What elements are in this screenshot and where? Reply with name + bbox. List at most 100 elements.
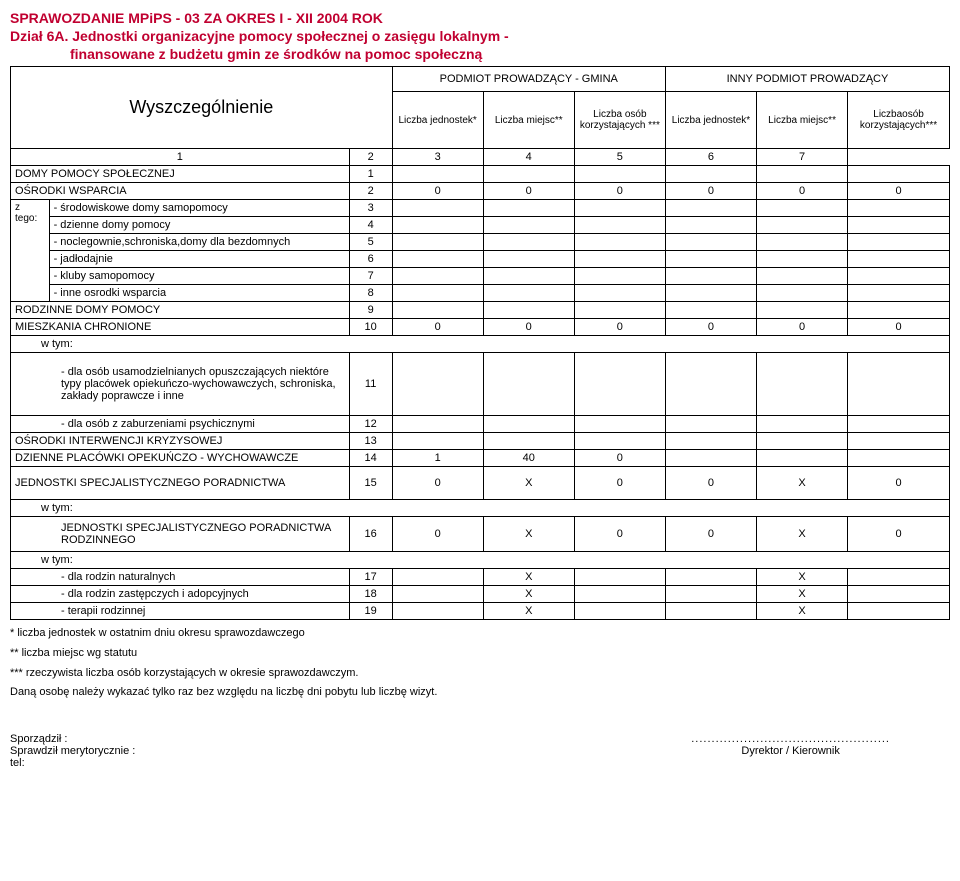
signature-left: Sporządził : Sprawdził merytorycznie : t… xyxy=(10,733,135,769)
cell: 0 xyxy=(665,467,756,500)
cell: 1 xyxy=(392,450,483,467)
colnum-1: 1 xyxy=(11,149,350,166)
cell: 0 xyxy=(574,467,665,500)
group2-header: INNY PODMIOT PROWADZĄCY xyxy=(665,67,949,92)
row-label: - dla osób usamodzielnianych opuszczając… xyxy=(11,353,350,416)
row-label: RODZINNE DOMY POMOCY xyxy=(11,302,350,319)
cell: X xyxy=(483,603,574,620)
row-num: 15 xyxy=(349,467,392,500)
cell: X xyxy=(757,586,848,603)
row-num: 5 xyxy=(349,234,392,251)
colnum-6: 6 xyxy=(665,149,756,166)
wtym-label: w tym: xyxy=(11,336,950,353)
cell: 0 xyxy=(757,319,848,336)
signature-block: Sporządził : Sprawdził merytorycznie : t… xyxy=(10,733,950,769)
table-row: w tym: xyxy=(11,500,950,517)
cell: X xyxy=(483,569,574,586)
row-label: DOMY POMOCY SPOŁECZNEJ xyxy=(11,166,350,183)
table-row: - dla osób z zaburzeniami psychicznymi 1… xyxy=(11,416,950,433)
row-label: - noclegownie,schroniska,domy dla bezdom… xyxy=(49,234,349,251)
table-row: - kluby samopomocy 7 xyxy=(11,268,950,285)
col-miejsc2: Liczba miejsc** xyxy=(757,92,848,149)
row-label: - terapii rodzinnej xyxy=(11,603,350,620)
table-row: - dzienne domy pomocy 4 xyxy=(11,217,950,234)
table-row: w tym: xyxy=(11,336,950,353)
footer-notes: * liczba jednostek w ostatnim dniu okres… xyxy=(10,624,950,703)
table-row: DOMY POMOCY SPOŁECZNEJ 1 xyxy=(11,166,950,183)
ztego-label: z tego: xyxy=(11,200,50,302)
section-heading-line1: Dział 6A. Jednostki organizacyjne pomocy… xyxy=(10,28,950,44)
table-row: JEDNOSTKI SPECJALISTYCZNEGO PORADNICTWA … xyxy=(11,517,950,552)
cell: 0 xyxy=(574,183,665,200)
cell: X xyxy=(757,603,848,620)
row-label: MIESZKANIA CHRONIONE xyxy=(11,319,350,336)
cell: 40 xyxy=(483,450,574,467)
cell: X xyxy=(483,586,574,603)
wtym-label: w tym: xyxy=(11,500,950,517)
director-label: Dyrektor / Kierownik xyxy=(691,745,890,757)
wtym-label: w tym: xyxy=(11,552,950,569)
row-label: - kluby samopomocy xyxy=(49,268,349,285)
signature-right: ........................................… xyxy=(691,733,890,769)
row-num: 6 xyxy=(349,251,392,268)
colnum-7: 7 xyxy=(757,149,848,166)
table-row: - terapii rodzinnej 19 X X xyxy=(11,603,950,620)
cell: 0 xyxy=(392,517,483,552)
footnote-2: ** liczba miejsc wg statutu xyxy=(10,644,950,664)
row-num: 9 xyxy=(349,302,392,319)
tel-label: tel: xyxy=(10,757,135,769)
sprawdzil-label: Sprawdził merytorycznie : xyxy=(10,745,135,757)
row-num: 7 xyxy=(349,268,392,285)
group1-header: PODMIOT PROWADZĄCY - GMINA xyxy=(392,67,665,92)
row-label: - dla rodzin naturalnych xyxy=(11,569,350,586)
cell: 0 xyxy=(574,517,665,552)
row-num: 19 xyxy=(349,603,392,620)
cell: X xyxy=(483,467,574,500)
table-row: DZIENNE PLACÓWKI OPEKUŃCZO - WYCHOWAWCZE… xyxy=(11,450,950,467)
cell: 0 xyxy=(392,183,483,200)
row-label: - dla rodzin zastępczych i adopcyjnych xyxy=(11,586,350,603)
row-num: 8 xyxy=(349,285,392,302)
table-row: OŚRODKI INTERWENCJI KRYZYSOWEJ 13 xyxy=(11,433,950,450)
row-label: DZIENNE PLACÓWKI OPEKUŃCZO - WYCHOWAWCZE xyxy=(11,450,350,467)
col-jednostek2: Liczba jednostek* xyxy=(665,92,756,149)
table-row: - dla osób usamodzielnianych opuszczając… xyxy=(11,353,950,416)
cell: X xyxy=(757,467,848,500)
row-label: OŚRODKI WSPARCIA xyxy=(11,183,350,200)
table-row: - noclegownie,schroniska,domy dla bezdom… xyxy=(11,234,950,251)
col-jednostek1: Liczba jednostek* xyxy=(392,92,483,149)
row-num: 3 xyxy=(349,200,392,217)
table-row: z tego: - środowiskowe domy samopomocy 3 xyxy=(11,200,950,217)
cell: 0 xyxy=(483,183,574,200)
table-row: RODZINNE DOMY POMOCY 9 xyxy=(11,302,950,319)
spec-header: Wyszczególnienie xyxy=(11,67,393,149)
row-num: 14 xyxy=(349,450,392,467)
row-label: JEDNOSTKI SPECJALISTYCZNEGO PORADNICTWA xyxy=(11,467,350,500)
row-num: 18 xyxy=(349,586,392,603)
cell: X xyxy=(483,517,574,552)
cell: 0 xyxy=(665,319,756,336)
data-table: Wyszczególnienie PODMIOT PROWADZĄCY - GM… xyxy=(10,66,950,620)
footnote-1: * liczba jednostek w ostatnim dniu okres… xyxy=(10,624,950,644)
table-row: - inne osrodki wsparcia 8 xyxy=(11,285,950,302)
col-osob1: Liczba osób korzystających *** xyxy=(574,92,665,149)
row-num: 11 xyxy=(349,353,392,416)
section-heading-line2: finansowane z budżetu gmin ze środków na… xyxy=(70,46,950,62)
colnum-4: 4 xyxy=(483,149,574,166)
cell: 0 xyxy=(392,467,483,500)
cell: 0 xyxy=(665,183,756,200)
cell: X xyxy=(757,569,848,586)
row-num: 13 xyxy=(349,433,392,450)
row-label: - inne osrodki wsparcia xyxy=(49,285,349,302)
row-label: - dzienne domy pomocy xyxy=(49,217,349,234)
row-label: - dla osób z zaburzeniami psychicznymi xyxy=(11,416,350,433)
signature-line: ........................................… xyxy=(691,733,890,745)
col-miejsc1: Liczba miejsc** xyxy=(483,92,574,149)
cell: X xyxy=(757,517,848,552)
cell: 0 xyxy=(848,467,950,500)
row-label: - jadłodajnie xyxy=(49,251,349,268)
cell: 0 xyxy=(574,450,665,467)
colnum-2: 2 xyxy=(349,149,392,166)
cell: 0 xyxy=(574,319,665,336)
table-row: OŚRODKI WSPARCIA 2 0 0 0 0 0 0 xyxy=(11,183,950,200)
